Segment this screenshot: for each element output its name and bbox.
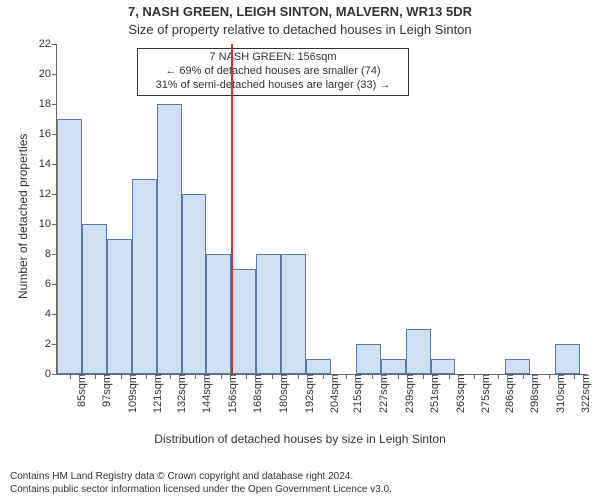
info-line-1: 7 NASH GREEN: 156sqm bbox=[138, 51, 408, 65]
x-tick-mark bbox=[523, 374, 524, 379]
x-tick-mark bbox=[146, 374, 147, 379]
histogram-bar bbox=[256, 254, 281, 374]
x-tick-mark bbox=[170, 374, 171, 379]
histogram-bar bbox=[157, 104, 182, 374]
x-tick-label: 156sqm bbox=[225, 374, 239, 413]
x-tick-mark bbox=[221, 374, 222, 379]
x-tick-label: 85sqm bbox=[74, 374, 88, 407]
x-tick-label: 97sqm bbox=[99, 374, 113, 407]
x-tick-mark bbox=[574, 374, 575, 379]
x-tick-mark bbox=[298, 374, 299, 379]
histogram-bar bbox=[555, 344, 580, 374]
x-tick-mark bbox=[498, 374, 499, 379]
x-tick-mark bbox=[423, 374, 424, 379]
x-tick-label: 227sqm bbox=[376, 374, 390, 413]
x-tick-mark bbox=[121, 374, 122, 379]
histogram-bar bbox=[306, 359, 331, 374]
y-tick-label: 8 bbox=[45, 248, 57, 260]
y-tick-label: 12 bbox=[39, 188, 57, 200]
x-tick-mark bbox=[195, 374, 196, 379]
x-tick-mark bbox=[323, 374, 324, 379]
histogram-bar bbox=[381, 359, 406, 374]
y-tick-label: 20 bbox=[39, 68, 57, 80]
x-tick-mark bbox=[398, 374, 399, 379]
footer-line-2: Contains public sector information licen… bbox=[10, 484, 392, 497]
histogram-bar bbox=[431, 359, 456, 374]
histogram-bar bbox=[281, 254, 306, 374]
x-tick-label: 263sqm bbox=[453, 374, 467, 413]
histogram-bar bbox=[82, 224, 107, 374]
info-line-2: ← 69% of detached houses are smaller (74… bbox=[138, 65, 408, 79]
x-tick-label: 168sqm bbox=[250, 374, 264, 413]
x-tick-label: 239sqm bbox=[402, 374, 416, 413]
x-tick-label: 251sqm bbox=[427, 374, 441, 413]
x-tick-mark bbox=[549, 374, 550, 379]
x-tick-label: 310sqm bbox=[553, 374, 567, 413]
y-tick-label: 22 bbox=[39, 38, 57, 50]
x-tick-label: 275sqm bbox=[478, 374, 492, 413]
y-tick-label: 14 bbox=[39, 158, 57, 170]
x-tick-label: 286sqm bbox=[502, 374, 516, 413]
x-tick-mark bbox=[449, 374, 450, 379]
figure: { "titles": { "line1": "7, NASH GREEN, L… bbox=[0, 0, 600, 500]
x-tick-label: 215sqm bbox=[350, 374, 364, 413]
footer-attribution: Contains HM Land Registry data © Crown c… bbox=[10, 471, 392, 496]
histogram-bar bbox=[406, 329, 431, 374]
histogram-bar bbox=[356, 344, 381, 374]
histogram-bar bbox=[132, 179, 157, 374]
x-tick-label: 192sqm bbox=[302, 374, 316, 413]
x-tick-label: 204sqm bbox=[327, 374, 341, 413]
x-axis-label: Distribution of detached houses by size … bbox=[0, 432, 600, 446]
x-tick-mark bbox=[346, 374, 347, 379]
property-marker-line bbox=[231, 44, 233, 374]
histogram-bar bbox=[206, 254, 231, 374]
y-tick-label: 10 bbox=[39, 218, 57, 230]
info-box: 7 NASH GREEN: 156sqm ← 69% of detached h… bbox=[137, 48, 409, 96]
x-tick-label: 109sqm bbox=[125, 374, 139, 413]
histogram-bar bbox=[57, 119, 82, 374]
x-tick-mark bbox=[246, 374, 247, 379]
info-line-3: 31% of semi-detached houses are larger (… bbox=[138, 79, 408, 93]
y-tick-label: 6 bbox=[45, 278, 57, 290]
chart-title-address: 7, NASH GREEN, LEIGH SINTON, MALVERN, WR… bbox=[0, 4, 600, 19]
y-tick-label: 18 bbox=[39, 98, 57, 110]
histogram-bar bbox=[231, 269, 256, 374]
y-tick-label: 16 bbox=[39, 128, 57, 140]
x-tick-label: 180sqm bbox=[276, 374, 290, 413]
x-tick-mark bbox=[372, 374, 373, 379]
histogram-bar bbox=[107, 239, 132, 374]
x-tick-label: 144sqm bbox=[199, 374, 213, 413]
x-tick-mark bbox=[474, 374, 475, 379]
histogram-bar bbox=[505, 359, 530, 374]
x-tick-mark bbox=[272, 374, 273, 379]
x-tick-label: 132sqm bbox=[174, 374, 188, 413]
y-tick-label: 2 bbox=[45, 338, 57, 350]
y-tick-label: 4 bbox=[45, 308, 57, 320]
chart-title-subtitle: Size of property relative to detached ho… bbox=[0, 22, 600, 37]
y-tick-label: 0 bbox=[45, 368, 57, 380]
y-axis-label: Number of detached properties bbox=[16, 134, 30, 299]
plot-area: 7 NASH GREEN: 156sqm ← 69% of detached h… bbox=[56, 44, 587, 375]
x-tick-mark bbox=[95, 374, 96, 379]
x-tick-label: 298sqm bbox=[527, 374, 541, 413]
x-tick-mark bbox=[70, 374, 71, 379]
histogram-bar bbox=[182, 194, 207, 374]
x-tick-label: 322sqm bbox=[578, 374, 592, 413]
footer-line-1: Contains HM Land Registry data © Crown c… bbox=[10, 471, 392, 484]
x-tick-label: 121sqm bbox=[150, 374, 164, 413]
